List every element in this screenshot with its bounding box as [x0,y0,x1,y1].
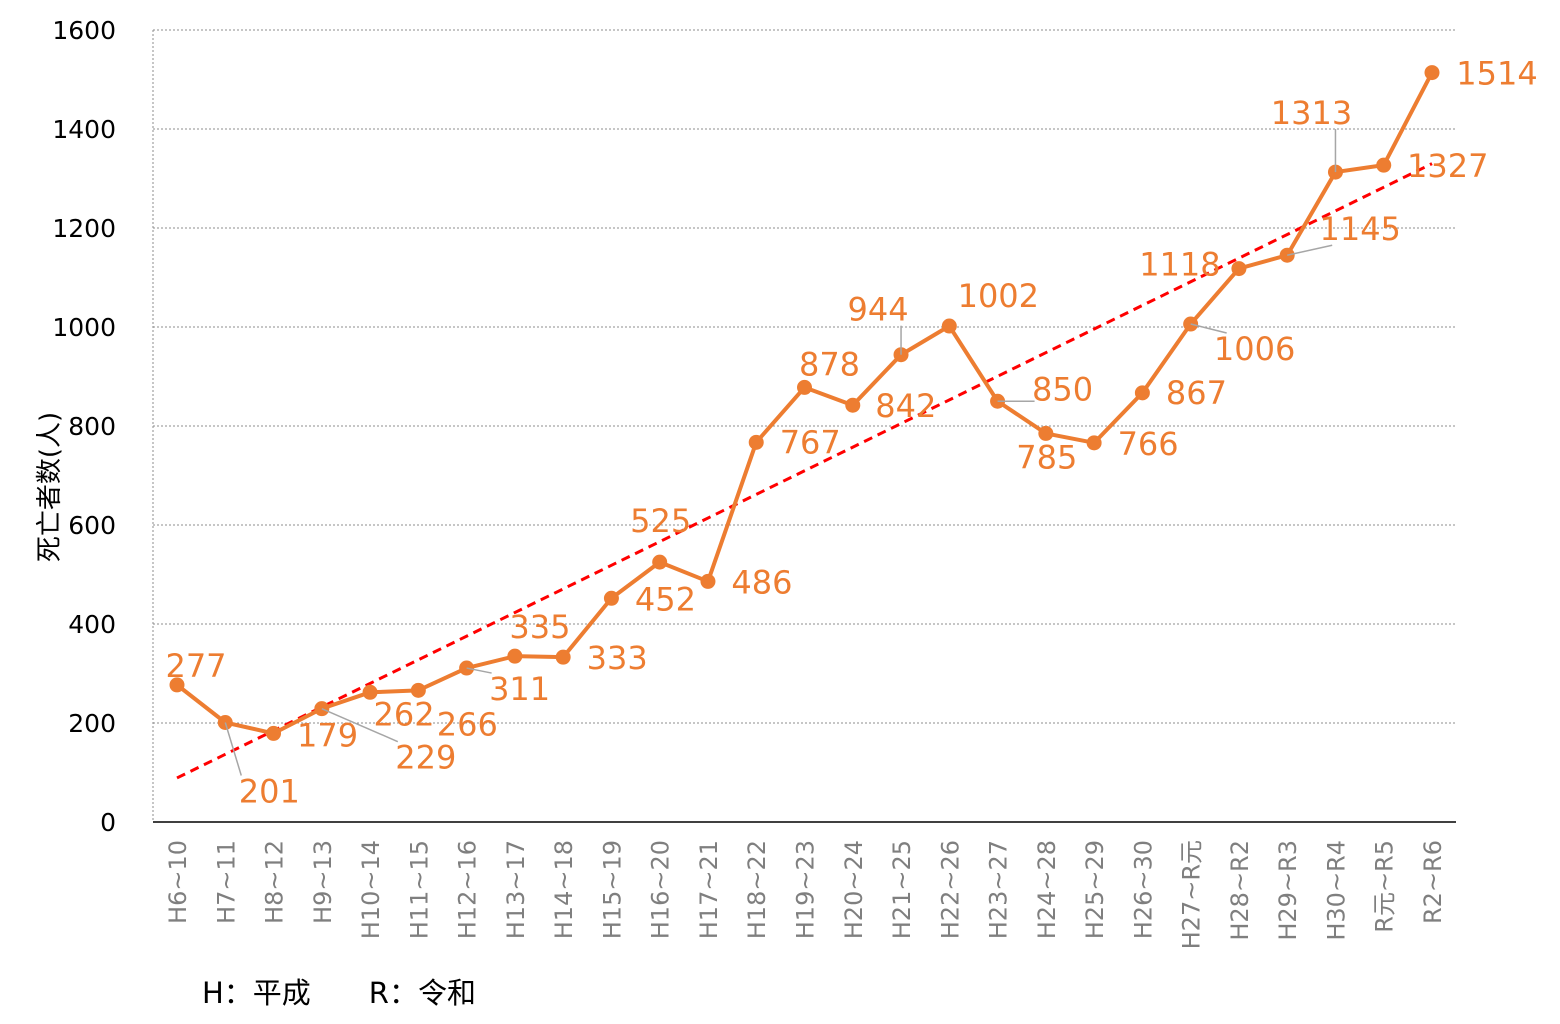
leader-line [466,667,492,674]
data-label: 842 [875,387,936,425]
data-label: 1118 [1139,246,1220,284]
x-tick-label: H13~17 [502,840,530,939]
trendline [176,162,1433,780]
data-label: 1514 [1456,55,1537,93]
y-tick-label: 800 [68,412,116,441]
series-line [175,71,1434,736]
data-label: 1145 [1319,210,1400,248]
x-tick-label: H22~26 [936,840,964,939]
x-tick-label: H14~18 [550,840,578,939]
x-tick-label: H24~28 [1033,840,1061,939]
leader-line [321,707,399,743]
data-label: 767 [780,423,841,461]
data-label: 335 [509,608,570,646]
data-label: 333 [587,639,648,677]
data-label: 266 [437,705,498,743]
x-tick-label: H15~19 [598,840,626,939]
data-point [700,573,716,589]
data-point [410,682,426,698]
data-label: 262 [374,695,435,733]
x-tick-label: H28~R2 [1226,840,1254,941]
x-tick-label: H21~25 [888,840,916,939]
x-tick-label: H16~20 [647,840,675,939]
y-tick-label: 400 [68,610,116,639]
data-point [169,677,185,693]
y-tick-label: 1200 [52,214,116,243]
x-tick-label: H7~11 [212,840,240,924]
x-tick-label: R2~R6 [1419,840,1447,924]
data-point [1038,425,1054,441]
data-label: 1006 [1214,330,1295,368]
y-tick-label: 1600 [52,16,116,45]
data-point [507,648,523,664]
data-label: 867 [1166,374,1227,412]
y-tick-label: 0 [100,808,116,837]
y-tick-label: 1400 [52,115,116,144]
data-label: 179 [297,716,358,754]
data-label: 1327 [1407,147,1488,185]
x-tick-label: H18~22 [743,840,771,939]
data-point [555,649,571,665]
data-label: 766 [1118,425,1179,463]
y-tick-label: 200 [68,709,116,738]
x-tick-label: H23~27 [985,840,1013,939]
x-tick-label: H9~13 [309,840,337,924]
data-point [362,684,378,700]
x-tick-label: H29~R3 [1274,840,1302,941]
x-tick-label: H17~21 [695,840,723,939]
data-point [845,397,861,413]
data-point [1424,65,1440,81]
era-legend-note: H：平成 R：令和 [202,976,476,1010]
x-tick-label: R元~R5 [1371,840,1399,933]
data-label: 311 [489,670,550,708]
data-label: 452 [635,580,696,618]
x-tick-label: H27~R元 [1178,840,1206,949]
x-tick-label: H26~30 [1129,840,1157,939]
y-tick-label: 600 [68,511,116,540]
data-point [941,318,957,334]
y-axis-label: 死亡者数(人) [35,412,65,562]
data-point [748,434,764,450]
data-point [1376,157,1392,173]
data-label: 486 [731,563,792,601]
data-point [1086,435,1102,451]
data-point [652,554,668,570]
data-point [266,725,282,741]
x-tick-label: H30~R4 [1322,840,1350,941]
data-label: 525 [630,502,691,540]
data-label: 785 [1016,438,1077,476]
leader-line [1287,244,1333,256]
data-label: 944 [847,291,908,329]
leader-line [224,722,242,776]
x-tick-label: H20~24 [840,840,868,939]
data-point [797,379,812,395]
data-label: 878 [799,345,860,383]
data-label: 1313 [1271,94,1352,132]
data-label: 1002 [958,277,1039,315]
x-tick-label: H11~15 [405,840,433,939]
y-tick-label: 1000 [52,313,116,342]
data-label: 229 [395,739,456,777]
data-label: 201 [239,773,300,811]
leader-line [1190,323,1227,334]
data-point [603,590,619,606]
x-tick-label: H8~12 [261,840,289,924]
data-point [1134,385,1150,401]
data-label: 277 [165,647,226,685]
data-point [1231,261,1247,277]
x-tick-label: H19~23 [792,840,820,939]
x-tick-label: H25~29 [1081,840,1109,939]
x-tick-label: H6~10 [164,840,192,924]
x-tick-label: H10~14 [357,840,385,939]
x-tick-label: H12~16 [454,840,482,939]
data-label: 850 [1032,370,1093,408]
